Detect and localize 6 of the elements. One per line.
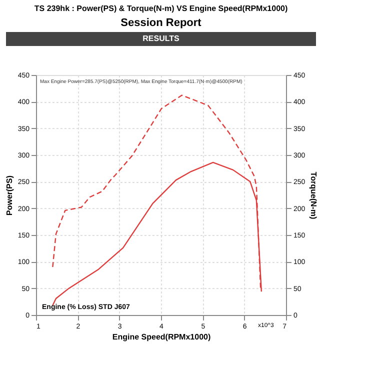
y-axis-title: Power(PS) <box>4 175 14 216</box>
y2-axis-title: Torque(N-m) <box>309 172 318 220</box>
text: Session Report <box>120 17 202 29</box>
x-axis-title: Engine Speed(RPMx1000) <box>112 332 211 342</box>
text: RESULTS <box>142 34 180 43</box>
chart-title: TS 239hk : Power(PS) & Torque(N-m) VS Engine Speed(RPMx1000) <box>34 4 288 13</box>
